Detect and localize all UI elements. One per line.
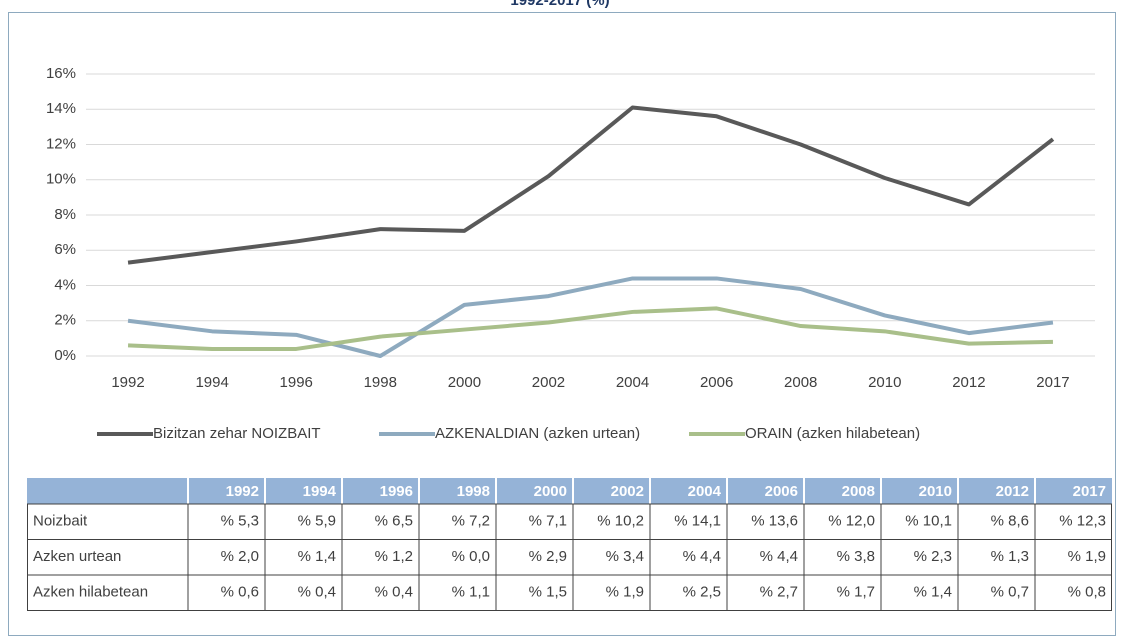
table-header: 2000 bbox=[534, 483, 567, 500]
table-row-label: Azken hilabetean bbox=[33, 584, 148, 601]
table-cell: % 4,4 bbox=[683, 548, 721, 565]
table-header: 2002 bbox=[611, 483, 644, 500]
y-tick-label: 4% bbox=[54, 276, 76, 293]
table-header: 1998 bbox=[457, 483, 490, 500]
table-cell: % 1,4 bbox=[298, 548, 336, 565]
table-cell: % 0,6 bbox=[221, 584, 259, 601]
y-tick-label: 8% bbox=[54, 206, 76, 223]
y-tick-label: 16% bbox=[46, 65, 76, 82]
table-header: 1996 bbox=[380, 483, 413, 500]
table-cell: % 1,5 bbox=[529, 584, 567, 601]
x-tick-label: 2002 bbox=[532, 374, 565, 391]
x-tick-label: 2008 bbox=[784, 374, 817, 391]
table-cell: % 0,8 bbox=[1068, 584, 1106, 601]
chart-title: 1992-2017 (%) bbox=[510, 0, 609, 9]
x-tick-label: 1994 bbox=[195, 374, 228, 391]
table-cell: % 5,9 bbox=[298, 513, 336, 530]
y-tick-label: 14% bbox=[46, 100, 76, 117]
legend-label: AZKENALDIAN (azken urtean) bbox=[435, 425, 640, 442]
table-cell: % 12,0 bbox=[828, 513, 875, 530]
x-tick-label: 1996 bbox=[280, 374, 313, 391]
series-line bbox=[127, 276, 1054, 358]
table-header-bg bbox=[27, 478, 1112, 504]
x-tick-label: 2012 bbox=[952, 374, 985, 391]
x-tick-label: 2006 bbox=[700, 374, 733, 391]
table-cell: % 3,4 bbox=[606, 548, 644, 565]
x-tick-label: 1998 bbox=[364, 374, 397, 391]
table-header: 2004 bbox=[688, 483, 722, 500]
x-tick-label: 1992 bbox=[111, 374, 144, 391]
table-cell: % 2,7 bbox=[760, 584, 798, 601]
table-cell: % 6,5 bbox=[375, 513, 413, 530]
table-cell: % 3,8 bbox=[837, 548, 875, 565]
table-cell: % 10,1 bbox=[905, 513, 952, 530]
table-cell: % 5,3 bbox=[221, 513, 259, 530]
table-cell: % 1,1 bbox=[452, 584, 490, 601]
y-tick-label: 0% bbox=[54, 347, 76, 364]
table-row-label: Azken urtean bbox=[33, 548, 121, 565]
table-cell: % 1,9 bbox=[1068, 548, 1106, 565]
table-cell: % 7,2 bbox=[452, 513, 490, 530]
table-cell: % 12,3 bbox=[1059, 513, 1106, 530]
table-header: 2010 bbox=[919, 483, 952, 500]
table-cell: % 10,2 bbox=[597, 513, 644, 530]
table-row-label: Noizbait bbox=[33, 513, 88, 530]
table-cell: % 1,7 bbox=[837, 584, 875, 601]
chart-border bbox=[8, 12, 1116, 636]
x-tick-label: 2004 bbox=[616, 374, 649, 391]
legend-label: Bizitzan zehar NOIZBAIT bbox=[153, 425, 321, 442]
x-tick-label: 2017 bbox=[1036, 374, 1069, 391]
table-cell: % 1,3 bbox=[991, 548, 1029, 565]
table-cell: % 2,9 bbox=[529, 548, 567, 565]
legend-label: ORAIN (azken hilabetean) bbox=[745, 425, 920, 442]
x-tick-label: 2000 bbox=[448, 374, 481, 391]
table-header: 1994 bbox=[303, 483, 337, 500]
table-cell: % 2,3 bbox=[914, 548, 952, 565]
table-cell: % 14,1 bbox=[674, 513, 721, 530]
y-tick-label: 12% bbox=[46, 135, 76, 152]
table-cell: % 7,1 bbox=[529, 513, 567, 530]
table-cell: % 4,4 bbox=[760, 548, 798, 565]
y-tick-label: 2% bbox=[54, 312, 76, 329]
table-cell: % 8,6 bbox=[991, 513, 1029, 530]
table-header: 2006 bbox=[765, 483, 798, 500]
table-cell: % 2,5 bbox=[683, 584, 721, 601]
table-cell: % 2,0 bbox=[221, 548, 259, 565]
table-cell: % 0,4 bbox=[375, 584, 413, 601]
series-line bbox=[127, 105, 1055, 265]
table-header: 2008 bbox=[842, 483, 875, 500]
table-cell: % 0,4 bbox=[298, 584, 336, 601]
table-header: 1992 bbox=[226, 483, 259, 500]
y-tick-label: 10% bbox=[46, 171, 76, 188]
y-tick-label: 6% bbox=[54, 241, 76, 258]
table-row bbox=[27, 574, 1112, 611]
series-line bbox=[127, 306, 1054, 351]
table-cell: % 1,9 bbox=[606, 584, 644, 601]
table-cell: % 13,6 bbox=[751, 513, 798, 530]
table-cell: % 0,7 bbox=[991, 584, 1029, 601]
table-cell: % 0,0 bbox=[452, 548, 490, 565]
table-header: 2012 bbox=[996, 483, 1029, 500]
table-cell: % 1,4 bbox=[914, 584, 952, 601]
table-header: 2017 bbox=[1073, 483, 1106, 500]
x-tick-label: 2010 bbox=[868, 374, 901, 391]
table-cell: % 1,2 bbox=[375, 548, 413, 565]
